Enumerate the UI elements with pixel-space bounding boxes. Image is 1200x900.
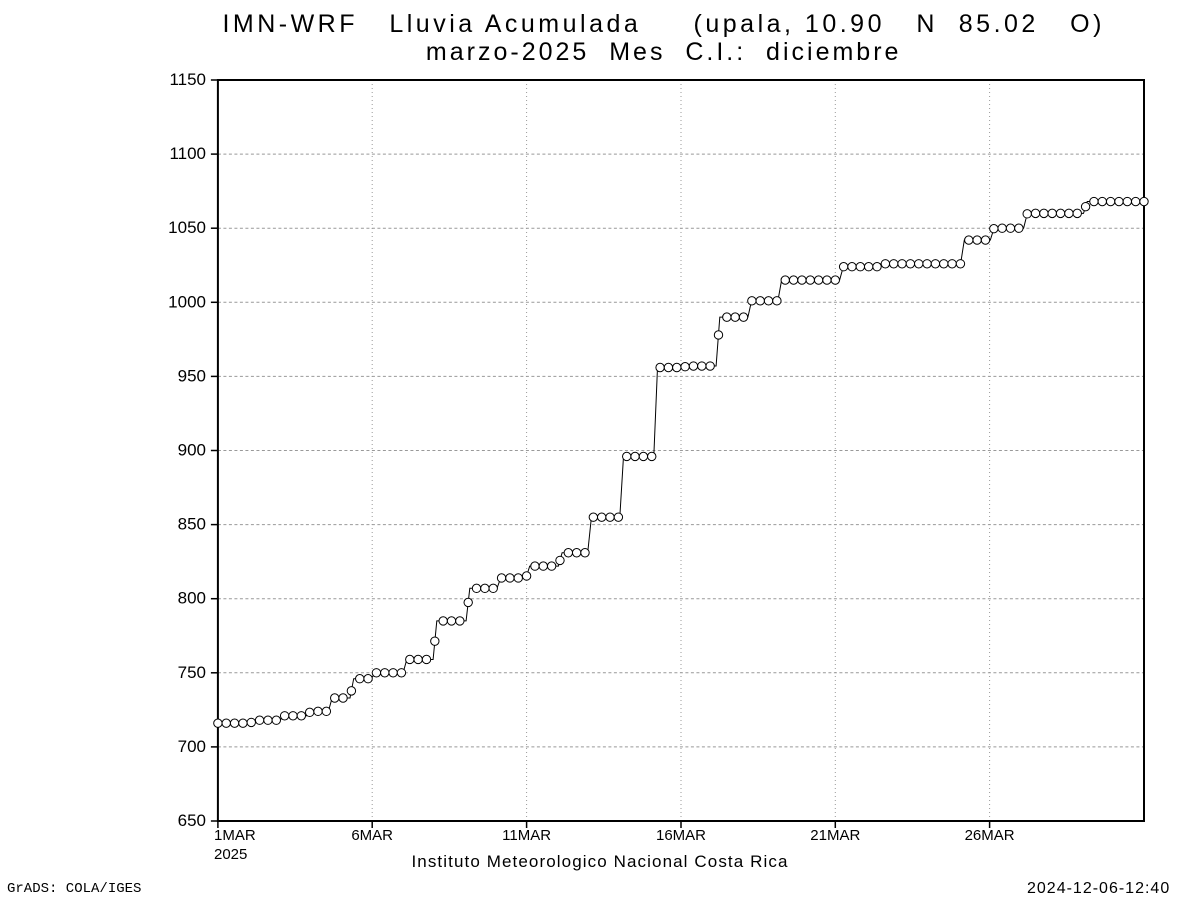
- svg-text:700: 700: [178, 737, 206, 756]
- svg-text:1000: 1000: [168, 292, 206, 311]
- svg-text:650: 650: [178, 811, 206, 830]
- svg-text:1050: 1050: [168, 218, 206, 237]
- svg-text:1100: 1100: [169, 144, 206, 163]
- svg-text:6MAR: 6MAR: [351, 827, 393, 844]
- svg-text:900: 900: [178, 441, 206, 460]
- svg-text:750: 750: [178, 663, 206, 682]
- svg-text:1150: 1150: [169, 70, 206, 89]
- svg-text:26MAR: 26MAR: [965, 827, 1015, 844]
- svg-text:16MAR: 16MAR: [656, 827, 706, 844]
- svg-text:21MAR: 21MAR: [810, 827, 860, 844]
- svg-text:1MAR: 1MAR: [214, 827, 256, 844]
- svg-text:950: 950: [178, 366, 206, 385]
- svg-text:800: 800: [178, 589, 206, 608]
- svg-text:11MAR: 11MAR: [502, 827, 551, 844]
- svg-text:2025: 2025: [214, 846, 247, 863]
- svg-text:850: 850: [178, 515, 206, 534]
